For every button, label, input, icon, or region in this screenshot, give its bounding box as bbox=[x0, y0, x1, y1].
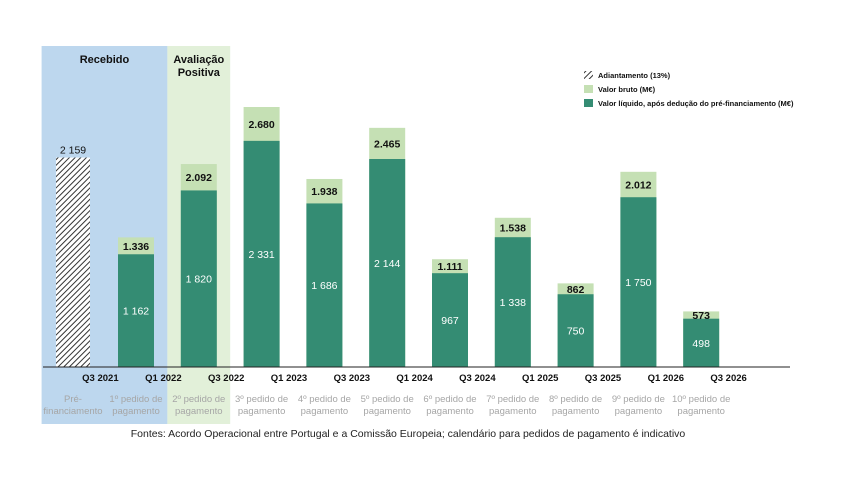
label-gross-1: 1.336 bbox=[123, 241, 149, 253]
bar-net-9 bbox=[620, 197, 657, 367]
label-net-9: 1 750 bbox=[625, 277, 651, 289]
bar-net-2 bbox=[180, 190, 217, 367]
quarter-label-4: Q3 2023 bbox=[334, 373, 370, 384]
quarter-label-5: Q1 2024 bbox=[396, 373, 433, 384]
label-net-10: 498 bbox=[692, 338, 710, 350]
quarter-label-2: Q3 2022 bbox=[208, 373, 244, 384]
region-label-1: Avaliação Positiva bbox=[173, 54, 224, 79]
label-gross-8: 862 bbox=[567, 284, 585, 296]
label-net-5: 2 144 bbox=[374, 258, 400, 270]
label-net-1: 1 162 bbox=[123, 306, 149, 318]
label-advance: 2 159 bbox=[60, 145, 86, 157]
quarter-label-9: Q1 2026 bbox=[648, 373, 684, 384]
label-gross-7: 1.538 bbox=[500, 222, 526, 234]
bar-net-7 bbox=[494, 237, 531, 367]
category-label-8: 8º pedido de pagamento bbox=[549, 394, 602, 417]
category-label-5: 5º pedido de pagamento bbox=[361, 394, 414, 417]
label-gross-2: 2.092 bbox=[186, 172, 212, 184]
label-gross-4: 1.938 bbox=[311, 186, 337, 198]
bar-net-1 bbox=[118, 254, 154, 367]
bar-net-10 bbox=[683, 318, 720, 367]
label-net-7: 1 338 bbox=[500, 297, 526, 309]
bar-advance bbox=[56, 157, 90, 367]
label-net-4: 1 686 bbox=[311, 280, 337, 292]
category-label-2: 2º pedido de pagamento bbox=[172, 394, 225, 417]
bar-net-4 bbox=[306, 203, 343, 367]
bar-net-8 bbox=[557, 294, 594, 367]
legend-swatch-1 bbox=[584, 85, 593, 93]
region-label-0: Recebido bbox=[80, 54, 130, 66]
source-note: Fontes: Acordo Operacional entre Portuga… bbox=[131, 428, 686, 440]
quarter-label-8: Q3 2025 bbox=[585, 373, 622, 384]
category-label-9: 9º pedido de pagamento bbox=[612, 394, 665, 417]
label-gross-3: 2.680 bbox=[248, 119, 274, 131]
category-label-7: 7º pedido de pagamento bbox=[486, 394, 539, 417]
category-label-1: 1º pedido de pagamento bbox=[109, 394, 162, 417]
legend-label-1: Valor bruto (M€) bbox=[598, 85, 656, 94]
legend-label-0: Adiantamento (13%) bbox=[598, 71, 671, 80]
quarter-label-1: Q1 2022 bbox=[145, 373, 181, 384]
label-net-2: 1 820 bbox=[186, 274, 212, 286]
label-gross-6: 1.111 bbox=[437, 261, 462, 273]
label-net-6: 967 bbox=[441, 315, 459, 327]
quarter-label-3: Q1 2023 bbox=[271, 373, 307, 384]
bar-net-5 bbox=[369, 159, 406, 367]
label-net-3: 2 331 bbox=[248, 249, 274, 261]
label-gross-9: 2.012 bbox=[625, 180, 651, 192]
legend-swatch-0 bbox=[584, 71, 593, 79]
legend-swatch-2 bbox=[584, 99, 593, 107]
quarter-label-10: Q3 2026 bbox=[710, 373, 746, 384]
bar-net-6 bbox=[432, 273, 468, 367]
category-label-0: Pré-financiamento bbox=[43, 394, 102, 417]
category-label-4: 4º pedido de pagamento bbox=[298, 394, 351, 417]
quarter-label-0: Q3 2021 bbox=[82, 373, 119, 384]
label-gross-10: 573 bbox=[692, 310, 710, 322]
bar-net-3 bbox=[243, 140, 280, 367]
quarter-label-6: Q3 2024 bbox=[459, 373, 496, 384]
legend-label-2: Valor líquido, após dedução do pré-finan… bbox=[598, 99, 794, 108]
label-net-8: 750 bbox=[567, 326, 585, 338]
category-label-10: 10º pedido de pagamento bbox=[672, 394, 730, 417]
category-label-6: 6º pedido de pagamento bbox=[423, 394, 476, 417]
category-label-3: 3º pedido de pagamento bbox=[235, 394, 288, 417]
label-gross-5: 2.465 bbox=[374, 138, 400, 150]
quarter-label-7: Q1 2025 bbox=[522, 373, 559, 384]
